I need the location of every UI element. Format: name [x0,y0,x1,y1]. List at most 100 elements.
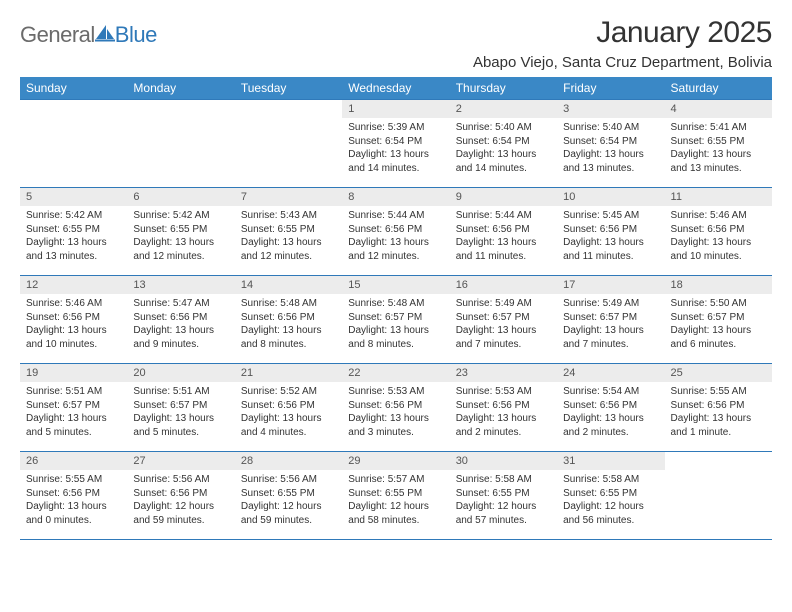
calendar-day-cell: 6Sunrise: 5:42 AMSunset: 6:55 PMDaylight… [127,188,234,276]
day-number: 8 [342,188,449,206]
day-details: Sunrise: 5:45 AMSunset: 6:56 PMDaylight:… [557,206,664,269]
day-details: Sunrise: 5:55 AMSunset: 6:56 PMDaylight:… [665,382,772,445]
weekday-header: Monday [127,77,234,100]
day-number: 3 [557,100,664,118]
calendar-day-cell: 9Sunrise: 5:44 AMSunset: 6:56 PMDaylight… [450,188,557,276]
day-number: 21 [235,364,342,382]
day-details: Sunrise: 5:58 AMSunset: 6:55 PMDaylight:… [557,470,664,533]
day-details: Sunrise: 5:43 AMSunset: 6:55 PMDaylight:… [235,206,342,269]
calendar-day-cell: 29Sunrise: 5:57 AMSunset: 6:55 PMDayligh… [342,452,449,540]
calendar-day-cell: 23Sunrise: 5:53 AMSunset: 6:56 PMDayligh… [450,364,557,452]
day-details: Sunrise: 5:58 AMSunset: 6:55 PMDaylight:… [450,470,557,533]
weekday-header: Thursday [450,77,557,100]
calendar-table: Sunday Monday Tuesday Wednesday Thursday… [20,77,772,540]
calendar-page: General Blue January 2025 Abapo Viejo, S… [0,0,792,612]
weekday-header: Saturday [665,77,772,100]
day-details: Sunrise: 5:44 AMSunset: 6:56 PMDaylight:… [342,206,449,269]
day-details: Sunrise: 5:48 AMSunset: 6:57 PMDaylight:… [342,294,449,357]
day-details: Sunrise: 5:50 AMSunset: 6:57 PMDaylight:… [665,294,772,357]
calendar-day-cell: 19Sunrise: 5:51 AMSunset: 6:57 PMDayligh… [20,364,127,452]
day-number: 13 [127,276,234,294]
weekday-header: Wednesday [342,77,449,100]
day-number: 12 [20,276,127,294]
day-number: 15 [342,276,449,294]
day-details: Sunrise: 5:42 AMSunset: 6:55 PMDaylight:… [127,206,234,269]
calendar-day-cell: .. [665,452,772,540]
day-number: 5 [20,188,127,206]
day-number: 27 [127,452,234,470]
calendar-day-cell: 30Sunrise: 5:58 AMSunset: 6:55 PMDayligh… [450,452,557,540]
day-details: Sunrise: 5:57 AMSunset: 6:55 PMDaylight:… [342,470,449,533]
calendar-day-cell: 10Sunrise: 5:45 AMSunset: 6:56 PMDayligh… [557,188,664,276]
day-details: Sunrise: 5:47 AMSunset: 6:56 PMDaylight:… [127,294,234,357]
day-details: Sunrise: 5:51 AMSunset: 6:57 PMDaylight:… [20,382,127,445]
calendar-day-cell: 21Sunrise: 5:52 AMSunset: 6:56 PMDayligh… [235,364,342,452]
day-number: 20 [127,364,234,382]
calendar-day-cell: .. [235,100,342,188]
calendar-day-cell: 15Sunrise: 5:48 AMSunset: 6:57 PMDayligh… [342,276,449,364]
calendar-day-cell: 11Sunrise: 5:46 AMSunset: 6:56 PMDayligh… [665,188,772,276]
day-number: 22 [342,364,449,382]
day-number: 26 [20,452,127,470]
calendar-day-cell: 14Sunrise: 5:48 AMSunset: 6:56 PMDayligh… [235,276,342,364]
day-number: 17 [557,276,664,294]
page-title: January 2025 [473,16,772,50]
day-details: Sunrise: 5:42 AMSunset: 6:55 PMDaylight:… [20,206,127,269]
calendar-week-row: ......1Sunrise: 5:39 AMSunset: 6:54 PMDa… [20,100,772,188]
day-number: 16 [450,276,557,294]
day-details: Sunrise: 5:46 AMSunset: 6:56 PMDaylight:… [20,294,127,357]
calendar-week-row: 5Sunrise: 5:42 AMSunset: 6:55 PMDaylight… [20,188,772,276]
calendar-day-cell: 13Sunrise: 5:47 AMSunset: 6:56 PMDayligh… [127,276,234,364]
calendar-day-cell: 24Sunrise: 5:54 AMSunset: 6:56 PMDayligh… [557,364,664,452]
day-number: 28 [235,452,342,470]
day-details: Sunrise: 5:41 AMSunset: 6:55 PMDaylight:… [665,118,772,181]
day-number: 9 [450,188,557,206]
brand-part2: Blue [115,22,157,48]
calendar-day-cell: 22Sunrise: 5:53 AMSunset: 6:56 PMDayligh… [342,364,449,452]
day-number: 10 [557,188,664,206]
location-text: Abapo Viejo, Santa Cruz Department, Boli… [473,54,772,71]
calendar-day-cell: .. [20,100,127,188]
brand-part1: General [20,22,95,48]
calendar-day-cell: 16Sunrise: 5:49 AMSunset: 6:57 PMDayligh… [450,276,557,364]
day-details: Sunrise: 5:49 AMSunset: 6:57 PMDaylight:… [557,294,664,357]
day-details: Sunrise: 5:56 AMSunset: 6:55 PMDaylight:… [235,470,342,533]
title-block: January 2025 Abapo Viejo, Santa Cruz Dep… [473,16,772,71]
calendar-day-cell: 8Sunrise: 5:44 AMSunset: 6:56 PMDaylight… [342,188,449,276]
calendar-day-cell: 20Sunrise: 5:51 AMSunset: 6:57 PMDayligh… [127,364,234,452]
day-details: Sunrise: 5:48 AMSunset: 6:56 PMDaylight:… [235,294,342,357]
day-number: 29 [342,452,449,470]
calendar-day-cell: .. [127,100,234,188]
header: General Blue January 2025 Abapo Viejo, S… [20,16,772,71]
day-details: Sunrise: 5:51 AMSunset: 6:57 PMDaylight:… [127,382,234,445]
calendar-day-cell: 17Sunrise: 5:49 AMSunset: 6:57 PMDayligh… [557,276,664,364]
calendar-day-cell: 25Sunrise: 5:55 AMSunset: 6:56 PMDayligh… [665,364,772,452]
calendar-day-cell: 7Sunrise: 5:43 AMSunset: 6:55 PMDaylight… [235,188,342,276]
brand-logo: General Blue [20,16,157,48]
day-number: 18 [665,276,772,294]
calendar-day-cell: 5Sunrise: 5:42 AMSunset: 6:55 PMDaylight… [20,188,127,276]
day-number: 4 [665,100,772,118]
day-number: 2 [450,100,557,118]
weekday-header: Friday [557,77,664,100]
calendar-day-cell: 27Sunrise: 5:56 AMSunset: 6:56 PMDayligh… [127,452,234,540]
day-details: Sunrise: 5:56 AMSunset: 6:56 PMDaylight:… [127,470,234,533]
day-details: Sunrise: 5:44 AMSunset: 6:56 PMDaylight:… [450,206,557,269]
weekday-header: Sunday [20,77,127,100]
day-details: Sunrise: 5:54 AMSunset: 6:56 PMDaylight:… [557,382,664,445]
day-number: 23 [450,364,557,382]
calendar-day-cell: 2Sunrise: 5:40 AMSunset: 6:54 PMDaylight… [450,100,557,188]
weekday-header: Tuesday [235,77,342,100]
calendar-day-cell: 12Sunrise: 5:46 AMSunset: 6:56 PMDayligh… [20,276,127,364]
day-details: Sunrise: 5:52 AMSunset: 6:56 PMDaylight:… [235,382,342,445]
day-number: 24 [557,364,664,382]
calendar-day-cell: 26Sunrise: 5:55 AMSunset: 6:56 PMDayligh… [20,452,127,540]
calendar-day-cell: 4Sunrise: 5:41 AMSunset: 6:55 PMDaylight… [665,100,772,188]
day-details: Sunrise: 5:40 AMSunset: 6:54 PMDaylight:… [450,118,557,181]
weekday-header-row: Sunday Monday Tuesday Wednesday Thursday… [20,77,772,100]
calendar-day-cell: 28Sunrise: 5:56 AMSunset: 6:55 PMDayligh… [235,452,342,540]
calendar-week-row: 19Sunrise: 5:51 AMSunset: 6:57 PMDayligh… [20,364,772,452]
sail-icon [95,24,115,47]
calendar-week-row: 12Sunrise: 5:46 AMSunset: 6:56 PMDayligh… [20,276,772,364]
day-number: 14 [235,276,342,294]
